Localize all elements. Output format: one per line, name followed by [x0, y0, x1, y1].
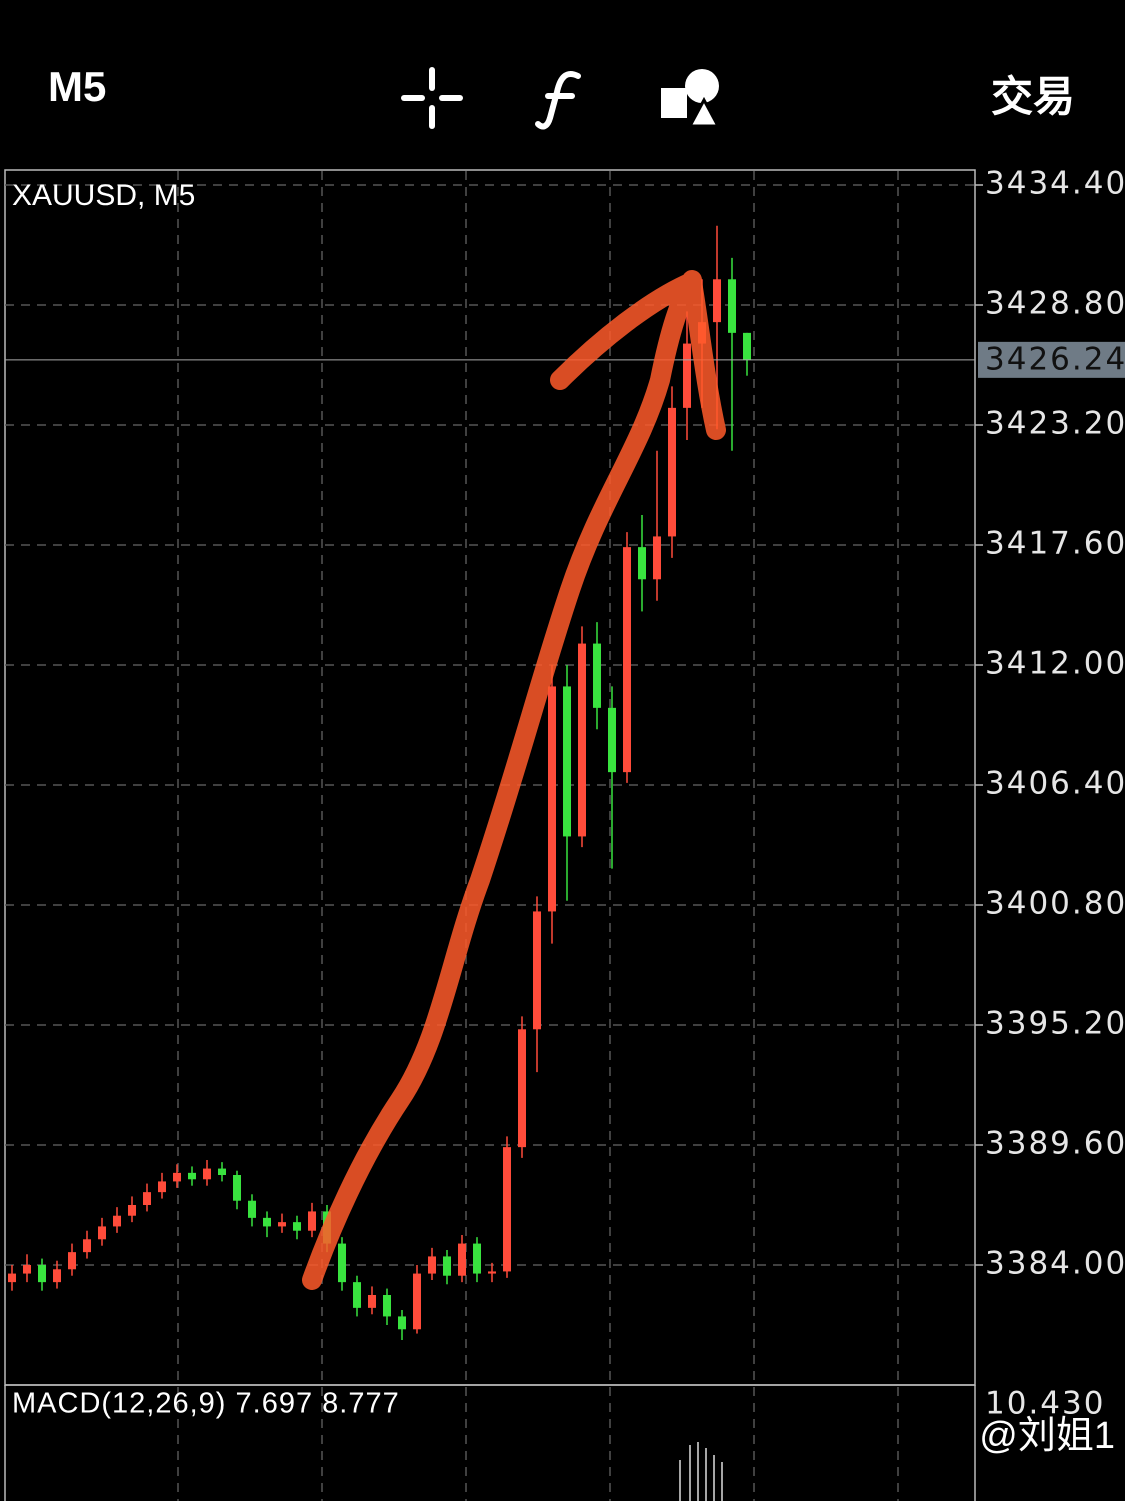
y-tick-label: 3384.00: [985, 1246, 1125, 1282]
y-tick-label: 3423.20: [985, 406, 1125, 442]
y-tick-label: 3434.40: [985, 166, 1125, 202]
candle-body: [338, 1243, 346, 1283]
candle-body: [308, 1211, 316, 1231]
y-tick-label: 3395.20: [985, 1006, 1125, 1042]
candle-body: [83, 1239, 91, 1253]
annotation-arrow: [302, 270, 726, 1290]
y-tick-label: 3412.00: [985, 646, 1125, 682]
candle-body: [263, 1217, 271, 1227]
candle-body: [713, 279, 721, 323]
y-tick-label: 3417.60: [985, 526, 1125, 562]
candle-body: [683, 343, 691, 408]
candle-body: [653, 536, 661, 580]
candle-body: [218, 1168, 226, 1175]
candle-body: [458, 1243, 466, 1276]
candle-body: [638, 547, 646, 580]
candle-body: [488, 1271, 496, 1274]
candle-body: [743, 332, 751, 360]
indicator-icon[interactable]: [535, 71, 581, 130]
candle-body: [428, 1256, 436, 1274]
candle-body: [173, 1172, 181, 1182]
candles: 3426.24: [5, 225, 1125, 1340]
candle-body: [578, 643, 586, 837]
candle-body: [608, 707, 616, 773]
candle-body: [38, 1265, 46, 1283]
candle-body: [443, 1256, 451, 1276]
candle-body: [353, 1282, 361, 1308]
candle-body: [518, 1029, 526, 1148]
candle-body: [113, 1215, 121, 1227]
objects-icon[interactable]: [661, 69, 721, 128]
candle-body: [293, 1222, 301, 1231]
candle-body: [233, 1175, 241, 1201]
candle-body: [593, 643, 601, 708]
timeframe-button[interactable]: M5: [48, 63, 106, 110]
y-tick-label: 3400.80: [985, 886, 1125, 922]
candle-body: [158, 1181, 166, 1193]
candle-body: [503, 1147, 511, 1272]
candle-body: [413, 1273, 421, 1330]
watermark: @刘姐1: [979, 1415, 1115, 1457]
candle-body: [398, 1316, 406, 1330]
symbol-label: XAUUSD, M5: [12, 179, 195, 212]
candle-body: [98, 1226, 106, 1240]
candle-body: [668, 407, 676, 537]
candle-body: [728, 279, 736, 333]
macd-histogram: [679, 1442, 723, 1501]
candle-body: [8, 1273, 16, 1283]
candle-body: [128, 1205, 136, 1216]
crosshair-icon[interactable]: [401, 67, 463, 129]
last-price-box: [978, 341, 1125, 378]
macd-scale-label: 10.430: [985, 1386, 1105, 1422]
y-tick-label: 3406.40: [985, 766, 1125, 802]
candle-body: [278, 1222, 286, 1227]
macd-label: MACD(12,26,9) 7.697 8.777: [12, 1388, 400, 1420]
candle-body: [248, 1200, 256, 1218]
y-tick-label: 3428.80: [985, 286, 1125, 322]
candle-body: [143, 1192, 151, 1205]
y-tick-label: 3389.60: [985, 1126, 1125, 1162]
candle-body: [473, 1243, 481, 1274]
candle-body: [548, 686, 556, 912]
candle-body: [623, 547, 631, 773]
last-price-label: 3426.24: [985, 341, 1125, 377]
candle-body: [203, 1168, 211, 1180]
candle-body: [368, 1295, 376, 1308]
candle-body: [23, 1265, 31, 1274]
candle-body: [68, 1252, 76, 1270]
toolbar: M5 交易: [48, 63, 1075, 130]
candle-body: [188, 1172, 196, 1180]
candle-body: [563, 686, 571, 837]
candle-body: [53, 1269, 61, 1283]
trade-button[interactable]: 交易: [991, 73, 1075, 120]
candle-body: [383, 1295, 391, 1317]
candle-body: [533, 911, 541, 1030]
y-axis: 3434.40 3428.80 3423.20 3417.60 3412.00 3406.…: [5, 166, 1125, 1282]
